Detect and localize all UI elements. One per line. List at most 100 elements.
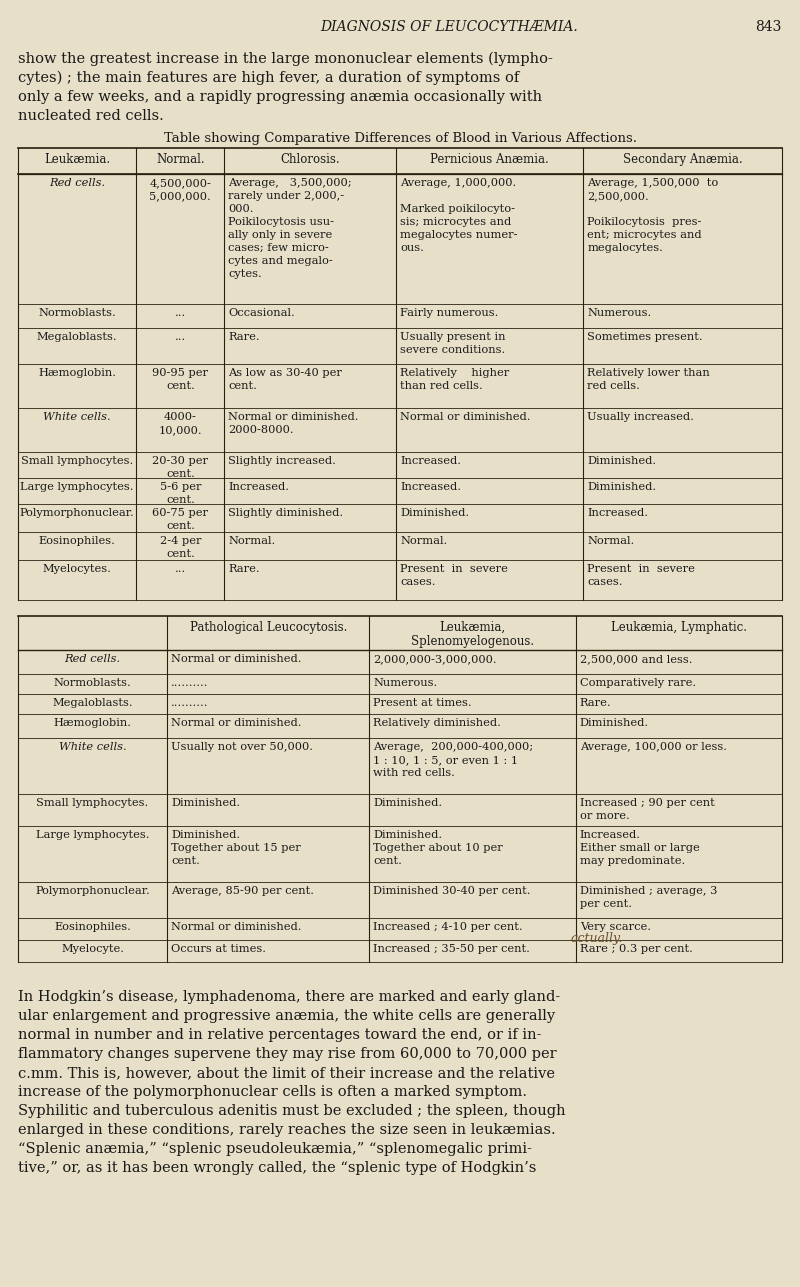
Text: ally only in severe: ally only in severe bbox=[228, 230, 333, 239]
Text: Myelocyte.: Myelocyte. bbox=[61, 943, 124, 954]
Text: ...: ... bbox=[174, 308, 186, 318]
Text: Occurs at times.: Occurs at times. bbox=[171, 943, 266, 954]
Text: Hæmoglobin.: Hæmoglobin. bbox=[38, 368, 116, 378]
Text: Together about 15 per: Together about 15 per bbox=[171, 843, 301, 853]
Text: Present  in  severe: Present in severe bbox=[587, 564, 695, 574]
Text: Numerous.: Numerous. bbox=[374, 678, 438, 689]
Text: Normal or diminished.: Normal or diminished. bbox=[171, 654, 302, 664]
Text: Red cells.: Red cells. bbox=[65, 654, 121, 664]
Text: Comparatively rare.: Comparatively rare. bbox=[580, 678, 696, 689]
Text: Relatively diminished.: Relatively diminished. bbox=[374, 718, 502, 728]
Text: White cells.: White cells. bbox=[58, 743, 126, 752]
Text: normal in number and in relative percentages toward the end, or if in-: normal in number and in relative percent… bbox=[18, 1028, 542, 1042]
Text: In Hodgkin’s disease, lymphadenoma, there are marked and early gland-: In Hodgkin’s disease, lymphadenoma, ther… bbox=[18, 990, 560, 1004]
Text: ..........: .......... bbox=[171, 698, 209, 708]
Text: nucleated red cells.: nucleated red cells. bbox=[18, 109, 164, 124]
Text: Eosinophiles.: Eosinophiles. bbox=[54, 921, 131, 932]
Text: Rare.: Rare. bbox=[228, 564, 260, 574]
Text: Normal or diminished.: Normal or diminished. bbox=[228, 412, 358, 422]
Text: Leukæmia,: Leukæmia, bbox=[439, 622, 506, 634]
Text: Normal or diminished.: Normal or diminished. bbox=[400, 412, 530, 422]
Text: Large lymphocytes.: Large lymphocytes. bbox=[36, 830, 150, 840]
Text: Present at times.: Present at times. bbox=[374, 698, 472, 708]
Text: 4000-: 4000- bbox=[164, 412, 197, 422]
Text: Leukæmia.: Leukæmia. bbox=[44, 153, 110, 166]
Text: Usually present in: Usually present in bbox=[400, 332, 506, 342]
Text: than red cells.: than red cells. bbox=[400, 381, 483, 391]
Text: Normal.: Normal. bbox=[587, 535, 634, 546]
Text: 2,000,000-3,000,000.: 2,000,000-3,000,000. bbox=[374, 654, 497, 664]
Text: Diminished.: Diminished. bbox=[374, 798, 442, 808]
Text: Normal or diminished.: Normal or diminished. bbox=[171, 921, 302, 932]
Text: Together about 10 per: Together about 10 per bbox=[374, 843, 503, 853]
Text: Average, 85-90 per cent.: Average, 85-90 per cent. bbox=[171, 885, 314, 896]
Text: Normal.: Normal. bbox=[400, 535, 447, 546]
Text: Usually not over 50,000.: Usually not over 50,000. bbox=[171, 743, 313, 752]
Text: Normal.: Normal. bbox=[228, 535, 275, 546]
Text: 2,500,000.: 2,500,000. bbox=[587, 190, 649, 201]
Text: 10,000.: 10,000. bbox=[158, 425, 202, 435]
Text: Increased.: Increased. bbox=[580, 830, 641, 840]
Text: Chlorosis.: Chlorosis. bbox=[281, 153, 340, 166]
Text: cases.: cases. bbox=[587, 577, 623, 587]
Text: “Splenic anæmia,” “splenic pseudoleukæmia,” “splenomegalic primi-: “Splenic anæmia,” “splenic pseudoleukæmi… bbox=[18, 1142, 532, 1156]
Text: Myelocytes.: Myelocytes. bbox=[42, 564, 112, 574]
Text: Slightly diminished.: Slightly diminished. bbox=[228, 508, 343, 517]
Text: Increased ; 90 per cent: Increased ; 90 per cent bbox=[580, 798, 714, 808]
Text: severe conditions.: severe conditions. bbox=[400, 345, 506, 355]
Text: Diminished.: Diminished. bbox=[587, 456, 657, 466]
Text: Relatively    higher: Relatively higher bbox=[400, 368, 510, 378]
Text: Increased ; 4-10 per cent.: Increased ; 4-10 per cent. bbox=[374, 921, 523, 932]
Text: cent.: cent. bbox=[166, 521, 194, 532]
Text: Diminished.: Diminished. bbox=[400, 508, 470, 517]
Text: Present  in  severe: Present in severe bbox=[400, 564, 508, 574]
Text: show the greatest increase in the large mononuclear elements (lympho-: show the greatest increase in the large … bbox=[18, 51, 553, 67]
Text: 2-4 per: 2-4 per bbox=[160, 535, 201, 546]
Text: flammatory changes supervene they may rise from 60,000 to 70,000 per: flammatory changes supervene they may ri… bbox=[18, 1048, 557, 1060]
Text: cytes and megalo-: cytes and megalo- bbox=[228, 256, 333, 266]
Text: Polymorphonuclear.: Polymorphonuclear. bbox=[20, 508, 134, 517]
Text: Normoblasts.: Normoblasts. bbox=[38, 308, 116, 318]
Text: only a few weeks, and a rapidly progressing anæmia occasionally with: only a few weeks, and a rapidly progress… bbox=[18, 90, 542, 104]
Text: Diminished.: Diminished. bbox=[171, 830, 240, 840]
Text: rarely under 2,000,-: rarely under 2,000,- bbox=[228, 190, 345, 201]
Text: Average,  200,000-400,000;: Average, 200,000-400,000; bbox=[374, 743, 534, 752]
Text: increase of the polymorphonuclear cells is often a marked symptom.: increase of the polymorphonuclear cells … bbox=[18, 1085, 527, 1099]
Text: per cent.: per cent. bbox=[580, 900, 632, 909]
Text: Diminished.: Diminished. bbox=[374, 830, 442, 840]
Text: cent.: cent. bbox=[228, 381, 257, 391]
Text: Megaloblasts.: Megaloblasts. bbox=[37, 332, 118, 342]
Text: Diminished ; average, 3: Diminished ; average, 3 bbox=[580, 885, 717, 896]
Text: cent.: cent. bbox=[166, 495, 194, 505]
Text: cytes) ; the main features are high fever, a duration of symptoms of: cytes) ; the main features are high feve… bbox=[18, 71, 519, 85]
Text: 4,500,000-: 4,500,000- bbox=[150, 178, 211, 188]
Text: Normoblasts.: Normoblasts. bbox=[54, 678, 131, 689]
Text: Rare.: Rare. bbox=[228, 332, 260, 342]
Text: or more.: or more. bbox=[580, 811, 630, 821]
Text: ...: ... bbox=[174, 332, 186, 342]
Text: cent.: cent. bbox=[374, 856, 402, 866]
Text: sis; microcytes and: sis; microcytes and bbox=[400, 218, 511, 227]
Text: Increased.: Increased. bbox=[400, 483, 461, 492]
Text: 20-30 per: 20-30 per bbox=[152, 456, 208, 466]
Text: 5-6 per: 5-6 per bbox=[160, 483, 201, 492]
Text: Diminished.: Diminished. bbox=[587, 483, 657, 492]
Text: Diminished 30-40 per cent.: Diminished 30-40 per cent. bbox=[374, 885, 531, 896]
Text: actually.: actually. bbox=[570, 932, 623, 945]
Text: Poikilocytosis  pres-: Poikilocytosis pres- bbox=[587, 218, 702, 227]
Text: Red cells.: Red cells. bbox=[49, 178, 106, 188]
Text: Increased.: Increased. bbox=[228, 483, 290, 492]
Text: cent.: cent. bbox=[171, 856, 200, 866]
Text: Syphilitic and tuberculous adenitis must be excluded ; the spleen, though: Syphilitic and tuberculous adenitis must… bbox=[18, 1104, 566, 1118]
Text: Normal.: Normal. bbox=[156, 153, 205, 166]
Text: ...: ... bbox=[174, 564, 186, 574]
Text: Small lymphocytes.: Small lymphocytes. bbox=[21, 456, 134, 466]
Text: may predominate.: may predominate. bbox=[580, 856, 685, 866]
Text: Average, 1,000,000.: Average, 1,000,000. bbox=[400, 178, 517, 188]
Text: Occasional.: Occasional. bbox=[228, 308, 295, 318]
Text: Splenomyelogenous.: Splenomyelogenous. bbox=[411, 634, 534, 647]
Text: Usually increased.: Usually increased. bbox=[587, 412, 694, 422]
Text: cent.: cent. bbox=[166, 550, 194, 559]
Text: 1 : 10, 1 : 5, or even 1 : 1: 1 : 10, 1 : 5, or even 1 : 1 bbox=[374, 755, 518, 764]
Text: megalocytes numer-: megalocytes numer- bbox=[400, 230, 518, 239]
